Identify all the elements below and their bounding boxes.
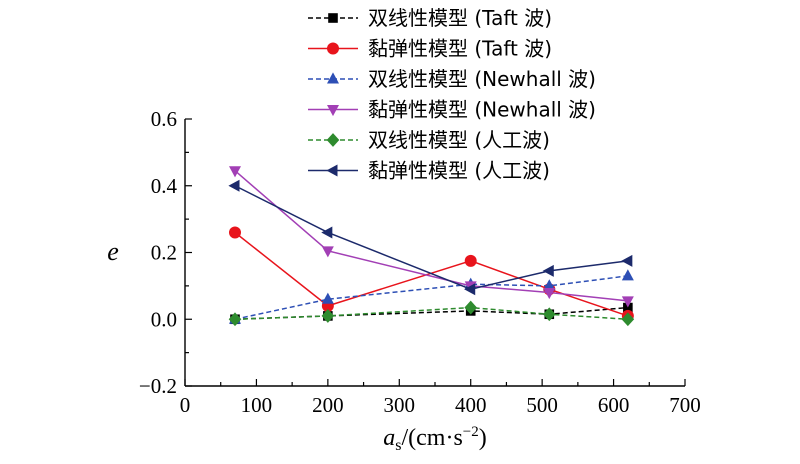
series-5 — [228, 300, 635, 327]
x-tick-label: 0 — [180, 393, 191, 417]
x-tick-label: 200 — [312, 393, 344, 417]
x-axis-title-unit: /(cm·s — [401, 425, 462, 451]
y-tick-label: 0.0 — [151, 307, 177, 331]
legend-swatch-marker — [327, 42, 339, 55]
series-5-point — [542, 307, 556, 322]
legend-label: 双线性模型 (Newhall 波) — [368, 67, 596, 91]
series-layer — [228, 166, 635, 327]
legend-item-4: 黏弹性模型 (Newhall 波) — [308, 98, 596, 122]
legend-swatch-marker — [326, 133, 340, 147]
series-1 — [230, 302, 633, 325]
legend-item-1: 双线性模型 (Taft 波) — [308, 6, 552, 30]
series-5-point — [621, 312, 635, 327]
series-4-point — [543, 288, 556, 300]
series-4-line — [234, 170, 628, 302]
x-tick-label: 500 — [526, 393, 558, 417]
series-1-point — [623, 302, 633, 313]
x-tick-label: 600 — [598, 393, 630, 417]
axes-layer: 0 100 200 300 400 500 600 700 −0.2 0.0 0.2 0.4 0.6 — [139, 107, 701, 417]
legend-label: 黏弹性模型 (Taft 波) — [368, 37, 552, 61]
legend-swatch-marker — [326, 164, 338, 177]
legend-item-6: 黏弹性模型 (人工波) — [308, 159, 550, 183]
series-3-point — [621, 269, 634, 281]
x-tick-label: 300 — [384, 393, 416, 417]
series-6-point — [464, 283, 476, 296]
x-axis-title-close: ) — [479, 425, 487, 451]
series-6-point — [321, 226, 333, 239]
legend-swatch-marker — [327, 72, 339, 84]
x-tick-label: 400 — [455, 393, 487, 417]
legend-label: 双线性模型 (Taft 波) — [368, 6, 552, 30]
legend: 双线性模型 (Taft 波) 黏弹性模型 (Taft 波) 双线性模型 (Newha… — [308, 6, 596, 183]
legend-label: 黏弹性模型 (人工波) — [368, 159, 550, 183]
series-5-line — [234, 306, 628, 320]
series-3-point — [321, 292, 334, 304]
series-5-point — [321, 309, 335, 323]
legend-swatch-marker — [328, 13, 338, 23]
series-5-point — [464, 300, 478, 315]
x-tick-label: 100 — [241, 393, 273, 417]
x-axis-title-main: a — [383, 425, 395, 451]
legend-swatch-marker — [327, 105, 339, 117]
series-4-point — [229, 166, 241, 178]
legend-item-2: 黏弹性模型 (Taft 波) — [308, 37, 552, 61]
x-axis-title: as/(cm·s−2) — [383, 424, 487, 454]
series-6 — [228, 179, 633, 296]
legend-label: 黏弹性模型 (Newhall 波) — [368, 98, 596, 122]
series-6-line — [234, 185, 628, 290]
y-tick-label: 0.6 — [151, 107, 177, 131]
y-tick-label: 0.2 — [151, 241, 177, 265]
series-6-point — [542, 264, 554, 277]
x-axis-title-subscript: s — [395, 437, 401, 454]
y-tick-label: −0.2 — [139, 374, 177, 398]
y-tick-label: 0.4 — [151, 174, 178, 198]
legend-label: 双线性模型 (人工波) — [368, 128, 550, 152]
series-5-point — [228, 312, 242, 327]
y-axis-title: e — [107, 237, 119, 266]
series-4 — [229, 166, 634, 308]
series-4-point — [321, 246, 334, 258]
x-axis-title-superscript: −2 — [463, 424, 479, 440]
x-tick-label: 700 — [669, 393, 701, 417]
series-6-point — [621, 254, 633, 267]
series-2-point — [464, 254, 477, 267]
series-6-point — [228, 179, 240, 192]
series-2-point — [229, 226, 241, 239]
legend-item-5: 双线性模型 (人工波) — [308, 128, 550, 152]
series-3-point — [543, 279, 556, 291]
series-4-point — [621, 296, 634, 308]
legend-item-3: 双线性模型 (Newhall 波) — [308, 67, 596, 91]
